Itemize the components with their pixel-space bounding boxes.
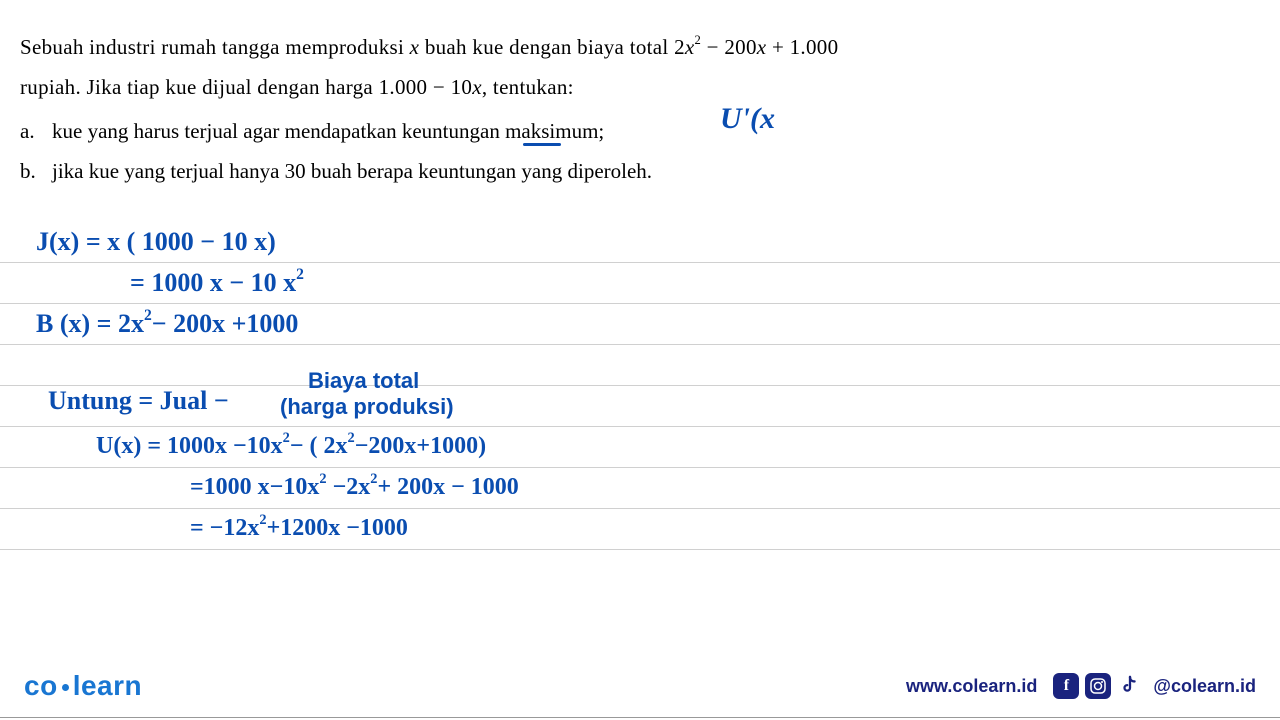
exponent: 2: [695, 33, 702, 47]
eq-untung: Untung = Jual −: [48, 386, 229, 416]
text: buah kue dengan biaya total 2: [419, 35, 685, 59]
eq-ux-final: = −12x2+1200x −1000: [190, 514, 408, 542]
underlined: aksi: [521, 119, 555, 143]
text: + 1.000: [766, 35, 838, 59]
eq-ux-expand: =1000 x−10x2 −2x2+ 200x − 1000: [190, 473, 519, 501]
problem-line2: rupiah. Jika tiap kue dijual dengan harg…: [20, 68, 1260, 108]
eq-bx: B (x) = 2x2− 200x +1000: [36, 309, 298, 339]
text: rupiah. Jika tiap kue dijual dengan harg…: [20, 75, 472, 99]
marker-b: b.: [20, 152, 52, 192]
label-biaya-bottom: (harga produksi): [280, 394, 454, 420]
problem-list: a. kue yang harus terjual agar mendapatk…: [20, 112, 1260, 192]
paper-line: [0, 345, 1280, 386]
item-b-text: jika kue yang terjual hanya 30 buah bera…: [52, 152, 652, 192]
var-x2: x: [685, 35, 695, 59]
paper-line: J(x) = x ( 1000 − 10 x): [0, 222, 1280, 263]
var-x: x: [757, 35, 767, 59]
footer-right: www.colearn.id f @colearn.id: [906, 673, 1256, 699]
paper-line: B (x) = 2x2− 200x +1000: [0, 304, 1280, 345]
var-x: x: [410, 35, 420, 59]
label-biaya-top: Biaya total: [308, 368, 419, 394]
text: − 200: [701, 35, 757, 59]
problem-intro: Sebuah industri rumah tangga memproduksi…: [20, 28, 1260, 68]
list-item-b: b. jika kue yang terjual hanya 30 buah b…: [20, 152, 1260, 192]
paper-line: [0, 550, 1280, 591]
eq-jx: J(x) = x ( 1000 − 10 x): [36, 227, 276, 257]
eq-jx-expand: = 1000 x − 10 x2: [130, 268, 304, 298]
work-area: J(x) = x ( 1000 − 10 x) = 1000 x − 10 x2…: [0, 222, 1280, 591]
footer: colearn www.colearn.id f @colearn.id: [0, 670, 1280, 702]
var-x: x: [472, 75, 482, 99]
text: kue yang harus terjual agar mendapatkan …: [52, 119, 521, 143]
social-handle[interactable]: @colearn.id: [1153, 676, 1256, 697]
paper-line: Untung = Jual − Biaya total (harga produ…: [0, 386, 1280, 427]
paper-line: U(x) = 1000x −10x2− ( 2x2−200x+1000): [0, 427, 1280, 468]
footer-divider: [0, 717, 1280, 718]
annotation-derivative: U'(x: [720, 102, 775, 136]
text: Sebuah industri rumah tangga memproduksi: [20, 35, 410, 59]
paper-line: =1000 x−10x2 −2x2+ 200x − 1000: [0, 468, 1280, 509]
paper-line: = 1000 x − 10 x2: [0, 263, 1280, 304]
eq-ux: U(x) = 1000x −10x2− ( 2x2−200x+1000): [96, 432, 486, 460]
tiktok-icon[interactable]: [1117, 673, 1143, 699]
logo-left: co: [24, 670, 58, 701]
instagram-icon[interactable]: [1085, 673, 1111, 699]
logo-dot-icon: [62, 684, 69, 691]
website-link[interactable]: www.colearn.id: [906, 676, 1037, 697]
marker-a: a.: [20, 112, 52, 152]
text: , tentukan:: [482, 75, 574, 99]
logo: colearn: [24, 670, 142, 702]
logo-right: learn: [73, 670, 142, 701]
facebook-icon[interactable]: f: [1053, 673, 1079, 699]
social-icons: f @colearn.id: [1053, 673, 1256, 699]
item-a-text: kue yang harus terjual agar mendapatkan …: [52, 112, 604, 152]
list-item-a: a. kue yang harus terjual agar mendapatk…: [20, 112, 1260, 152]
paper-line: = −12x2+1200x −1000: [0, 509, 1280, 550]
text: mum;: [555, 119, 604, 143]
problem-statement: Sebuah industri rumah tangga memproduksi…: [0, 0, 1280, 202]
